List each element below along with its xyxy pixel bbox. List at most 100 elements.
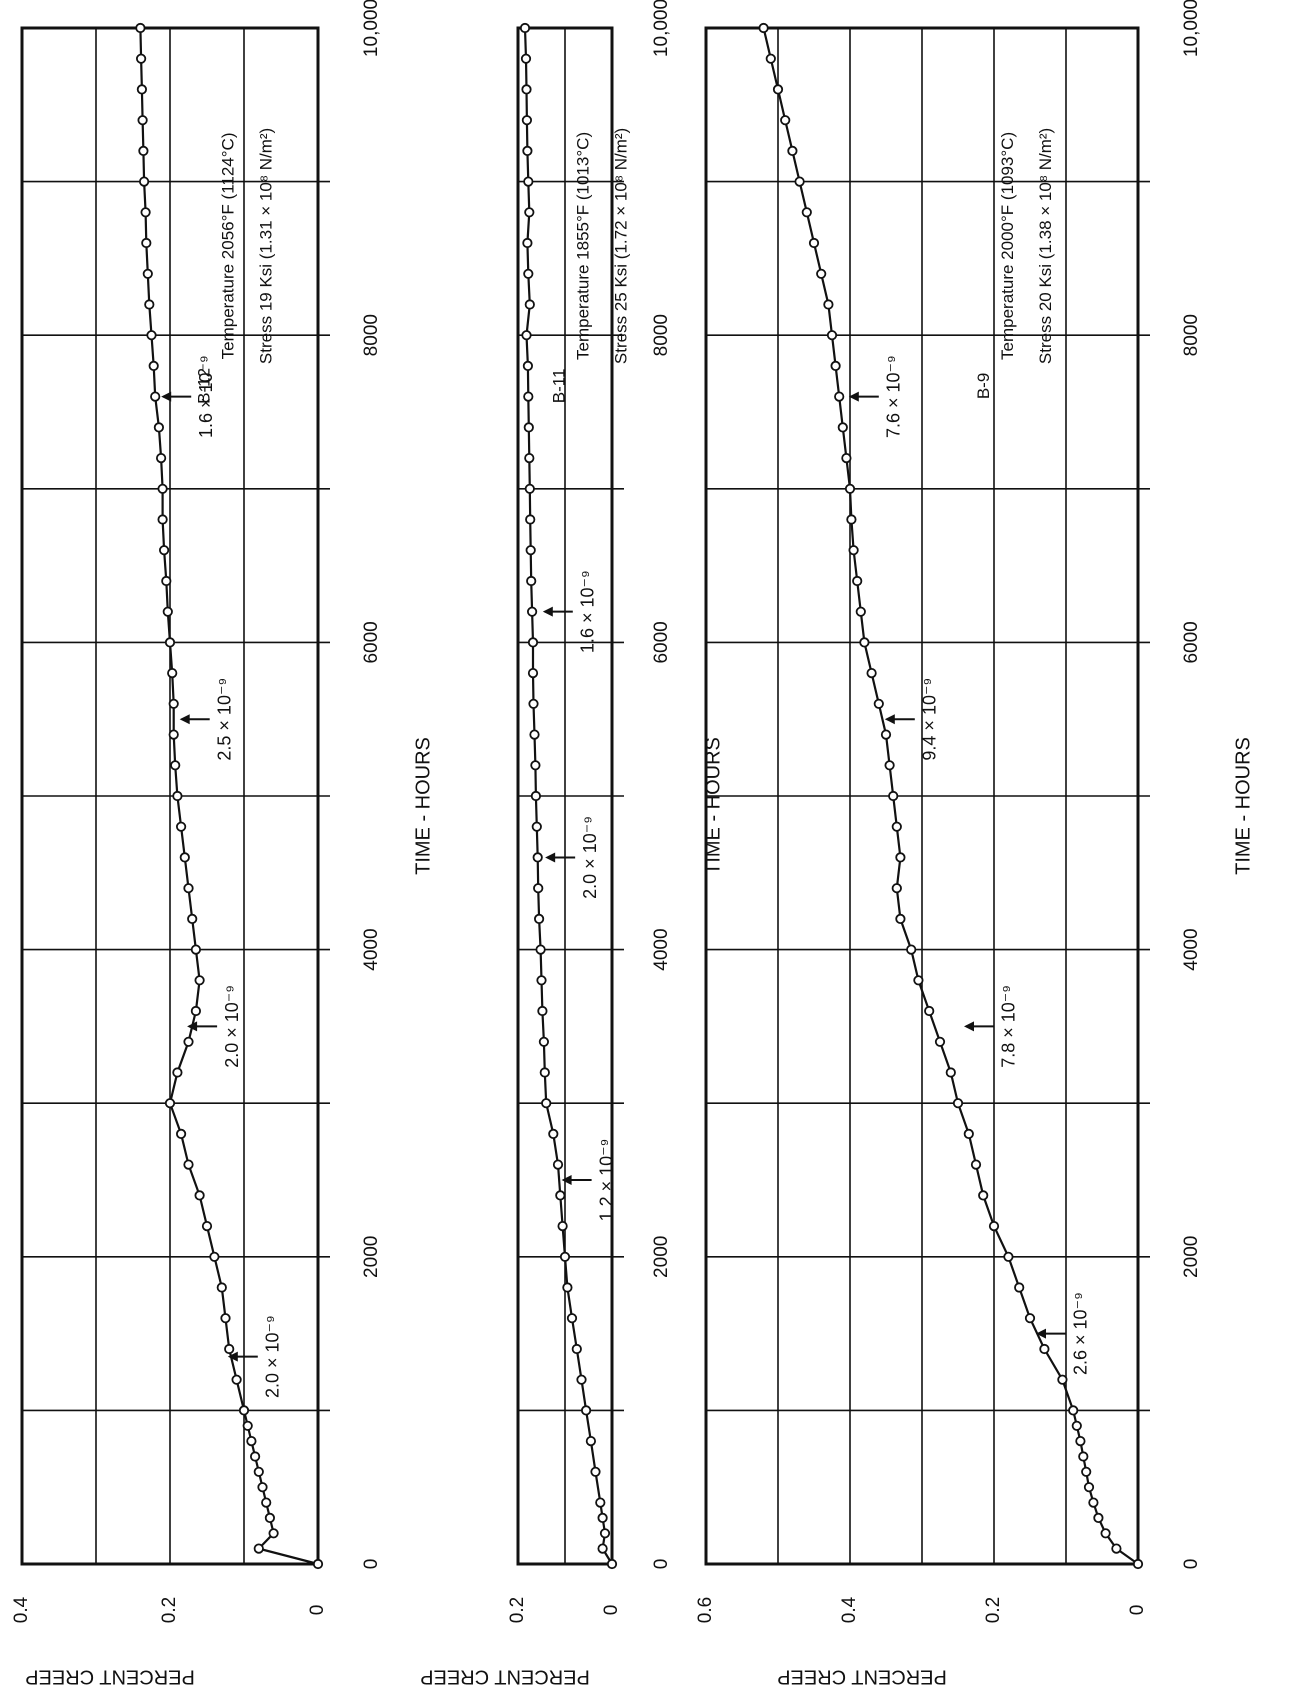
data-point — [194, 975, 205, 986]
data-point — [524, 483, 535, 494]
data-point — [532, 852, 543, 863]
data-point — [167, 667, 178, 679]
data-point — [562, 1282, 573, 1293]
y-tick-label: 0 — [601, 1605, 622, 1616]
data-point — [552, 1159, 564, 1170]
data-point — [848, 545, 859, 556]
y-axis-title: PERCENT CREEP — [777, 1666, 947, 1688]
data-point — [780, 115, 791, 126]
data-point — [179, 852, 190, 863]
data-point — [1057, 1374, 1068, 1385]
data-point — [866, 667, 877, 679]
data-point — [585, 1436, 597, 1447]
data-point — [538, 1036, 550, 1047]
x-tick-label: 8000 — [1181, 314, 1202, 356]
data-point — [522, 237, 533, 249]
data-point — [164, 637, 176, 648]
y-tick-label: 0.4 — [839, 1596, 860, 1623]
data-point — [541, 1098, 552, 1109]
data-point — [536, 975, 547, 986]
data-point — [525, 514, 536, 525]
data-point — [521, 84, 532, 95]
data-point — [816, 268, 827, 279]
data-point — [183, 883, 194, 894]
data-point — [523, 268, 534, 279]
data-point — [597, 1512, 608, 1524]
rate-annotation: 1.6 × 10⁻⁹ — [578, 570, 598, 653]
x-tick-label: 6000 — [1181, 621, 1202, 663]
x-axis-title: TIME - HOURS — [412, 737, 434, 875]
data-point — [595, 1497, 606, 1508]
data-point — [841, 452, 852, 464]
data-point — [873, 698, 884, 709]
temperature-label: Temperature 1855°F (1013°C) — [573, 132, 592, 360]
data-point — [1100, 1528, 1111, 1539]
rate-arrowhead — [227, 1351, 238, 1362]
x-tick-label: 4000 — [361, 928, 382, 970]
data-point — [913, 975, 924, 986]
x-tick-label: 4000 — [1181, 928, 1202, 970]
data-point — [526, 575, 537, 587]
data-point — [566, 1313, 578, 1324]
y-axis-title: PERCENT CREEP — [420, 1666, 590, 1688]
data-point — [138, 145, 149, 156]
data-point — [136, 53, 147, 64]
x-tick-label: 2000 — [1181, 1236, 1202, 1278]
stress-label: Stress 25 Ksi (1.72 × 10⁸ N/m²) — [611, 128, 630, 364]
data-point — [852, 575, 863, 587]
chart-b-11: 0 2000 4000 6000 8000 10,000 0 0.2 TIME - HOURS P… — [420, 0, 724, 1688]
data-point — [264, 1512, 275, 1524]
x-tick-label: 10,000 — [651, 0, 672, 57]
data-point — [1003, 1251, 1014, 1262]
data-point — [1111, 1543, 1122, 1554]
data-point — [535, 944, 546, 955]
data-point — [772, 84, 784, 95]
x-tick-label: 2000 — [361, 1236, 382, 1278]
chart-b-12: 0 2000 4000 6000 8000 10,000 0 0.2 0.4 TIME - HOU… — [11, 0, 434, 1688]
x-tick-label: 10,000 — [1181, 0, 1202, 57]
data-point — [521, 330, 532, 341]
data-point — [176, 821, 187, 832]
data-point — [527, 667, 539, 679]
data-point — [312, 1558, 324, 1570]
data-point — [844, 483, 856, 494]
data-point — [1075, 1436, 1086, 1447]
data-point — [246, 1436, 257, 1447]
data-point — [837, 422, 848, 433]
data-point — [168, 729, 179, 740]
y-axis-title: PERCENT CREEP — [25, 1666, 195, 1688]
y-tick-label: 0.2 — [983, 1597, 1004, 1623]
data-point — [216, 1282, 227, 1293]
data-point — [891, 883, 902, 894]
data-point — [557, 1221, 568, 1232]
data-point — [970, 1159, 982, 1170]
data-point — [808, 237, 820, 249]
data-point — [520, 53, 532, 64]
data-point — [834, 391, 845, 402]
data-point — [519, 22, 531, 34]
data-point — [599, 1528, 611, 1539]
data-point — [846, 514, 857, 525]
data-point — [952, 1098, 964, 1109]
x-tick-label: 4000 — [651, 928, 672, 970]
data-point — [571, 1343, 582, 1355]
data-point — [533, 883, 544, 894]
rate-annotation: 9.4 × 10⁻⁹ — [920, 678, 940, 761]
data-point — [530, 760, 541, 771]
stress-label: Stress 20 Ksi (1.38 × 10⁸ N/m²) — [1036, 128, 1055, 364]
data-point — [157, 483, 168, 494]
y-tick-label: 0 — [1127, 1605, 1148, 1616]
chart-b-9: 0 2000 4000 6000 8000 10,000 0 0.2 0.4 0.6 TIME - … — [695, 0, 1254, 1688]
data-point — [148, 360, 159, 371]
data-point — [529, 729, 540, 740]
x-tick-label: 10,000 — [361, 0, 382, 57]
x-tick-label: 6000 — [361, 621, 382, 663]
data-point — [135, 22, 146, 34]
data-point — [906, 944, 917, 955]
rate-arrowhead — [884, 714, 895, 725]
specimen-label: B-11 — [549, 369, 568, 404]
y-tick-label: 0.4 — [11, 1596, 32, 1623]
data-point — [1083, 1482, 1095, 1493]
data-point — [597, 1543, 608, 1554]
data-point — [521, 115, 533, 126]
